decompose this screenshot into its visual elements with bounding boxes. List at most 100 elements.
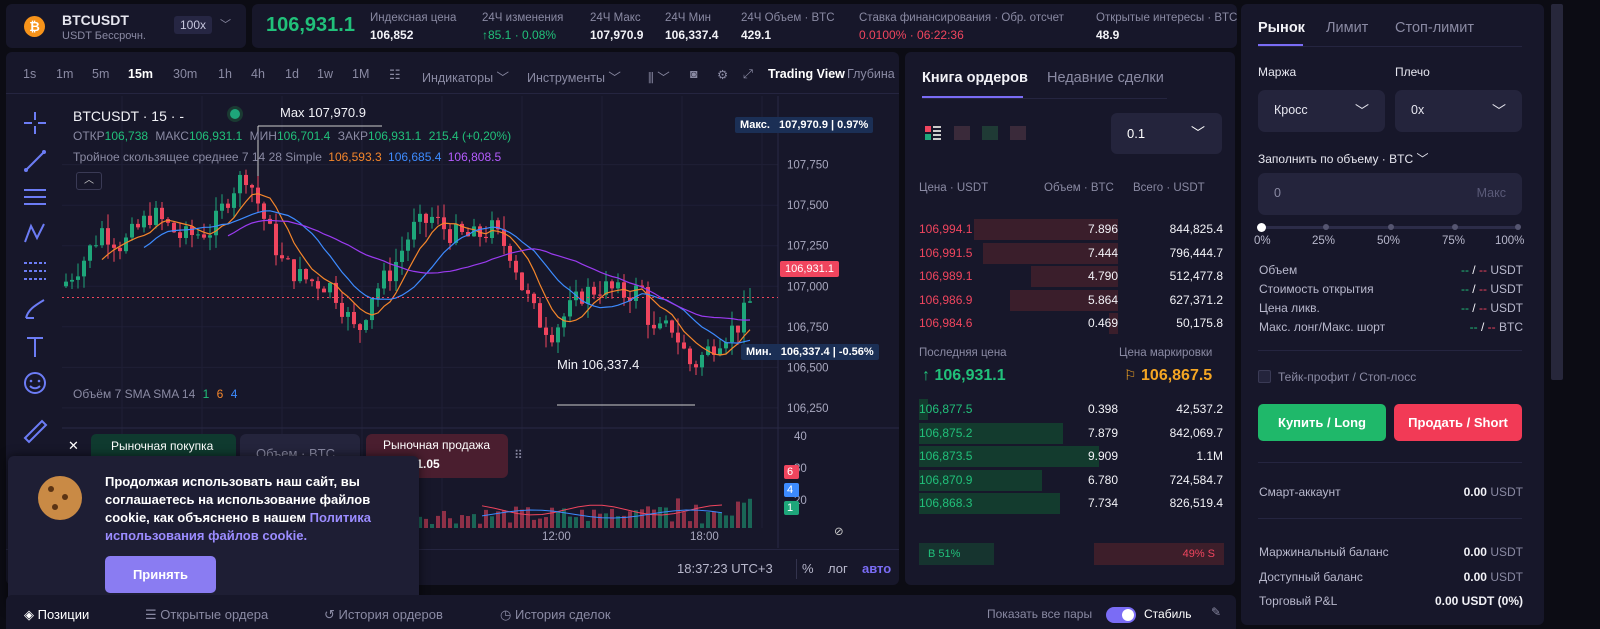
slider-thumb[interactable] xyxy=(1257,223,1266,232)
quantity-max[interactable]: Макс xyxy=(1476,186,1506,200)
market-buy-button[interactable]: Рыночная покупка xyxy=(91,434,236,458)
fullscreen-icon[interactable]: ⤢ xyxy=(743,67,754,81)
candle-body xyxy=(670,320,674,333)
buy-long-button[interactable]: Купить / Long xyxy=(1258,404,1386,441)
reset-zoom-icon[interactable]: ⊘ xyxy=(834,526,844,538)
fib-icon[interactable] xyxy=(22,258,48,284)
open-interest-value: 48.9 xyxy=(1096,28,1120,42)
timeframe-1s[interactable]: 1s xyxy=(23,67,37,81)
candle-body xyxy=(124,237,128,252)
candle-body xyxy=(70,279,74,282)
quantity-slider[interactable] xyxy=(1257,223,1521,232)
emoji-icon[interactable] xyxy=(22,370,48,396)
margin-select[interactable]: Кросс ﹀ xyxy=(1258,90,1385,132)
camera-icon[interactable]: ◙ xyxy=(690,67,698,81)
margin-label: Маржа xyxy=(1258,65,1297,79)
show-all-toggle[interactable] xyxy=(1106,607,1136,623)
scrollbar-thumb[interactable] xyxy=(1551,4,1563,380)
timeframe-30m[interactable]: 30m xyxy=(173,67,198,81)
horizontal-lines-icon[interactable] xyxy=(22,184,48,210)
tab-open-orders[interactable]: ☰ Открытые ордера xyxy=(145,607,268,623)
book-asks-icon[interactable] xyxy=(954,126,970,140)
tab-orderbook[interactable]: Книга ордеров xyxy=(922,70,1028,86)
bid-row[interactable]: 106,868.3 7.734 826,519.4 xyxy=(905,492,1235,515)
book-bids-icon[interactable] xyxy=(982,126,998,140)
chevron-down-icon[interactable]: ﹀ xyxy=(220,19,231,31)
pattern-icon[interactable] xyxy=(22,220,48,246)
ask-row[interactable]: 106,989.1 4.790 512,477.8 xyxy=(905,265,1235,288)
live-indicator-icon xyxy=(230,109,240,119)
bitcoin-icon: ₿ xyxy=(24,16,45,37)
tab-market[interactable]: Рынок xyxy=(1258,20,1305,36)
timeframe-5m[interactable]: 5m xyxy=(92,67,110,81)
tradingview-toggle[interactable]: Trading View xyxy=(768,67,845,81)
book-both-icon[interactable] xyxy=(925,126,941,140)
symbol-selector[interactable]: ₿ BTCUSDT USDT Бессрочн. 100x ﹀ xyxy=(6,4,246,48)
candle-body xyxy=(322,288,326,293)
candle-body xyxy=(130,223,134,238)
trendline-icon[interactable] xyxy=(22,148,48,174)
timeframe-1w[interactable]: 1w xyxy=(317,67,333,81)
ask-row[interactable]: 106,994.1 7.896 844,825.4 xyxy=(905,218,1235,241)
tab-limit[interactable]: Лимит xyxy=(1326,20,1369,36)
bid-row[interactable]: 106,870.9 6.780 724,584.7 xyxy=(905,469,1235,492)
accept-cookies-button[interactable]: Принять xyxy=(105,556,216,593)
candle-type-icon[interactable]: ⫼ ﹀ xyxy=(648,71,670,85)
book-mixed-icon[interactable] xyxy=(1010,126,1026,140)
collapse-legend-button[interactable]: ︿ xyxy=(76,172,102,190)
fill-by-volume-dropdown[interactable]: Заполнить по объему · BTC ﹀ xyxy=(1258,150,1428,167)
summary-unit: USDT xyxy=(1490,282,1523,296)
timeframe-1M[interactable]: 1M xyxy=(352,67,370,81)
candle-body xyxy=(646,287,650,325)
indicators-menu[interactable]: Индикаторы ﹀ xyxy=(422,71,510,85)
col-size: Объем · BTC xyxy=(1044,182,1114,194)
timeframe-1h[interactable]: 1h xyxy=(218,67,232,81)
candle-body xyxy=(208,235,212,238)
crosshair-icon[interactable] xyxy=(22,110,48,136)
tab-order-history[interactable]: ↺ История ордеров xyxy=(324,607,443,623)
log-toggle[interactable]: лог xyxy=(828,561,848,576)
edit-icon[interactable]: ✎ xyxy=(1211,605,1222,619)
instruments-menu[interactable]: Инструменты ﹀ xyxy=(527,71,621,85)
volume-bar xyxy=(700,523,704,528)
tab-positions[interactable]: ◈ Позиции xyxy=(24,607,89,623)
text-tool-icon[interactable] xyxy=(22,334,48,360)
timeframe-1m[interactable]: 1m xyxy=(56,67,74,81)
leverage-badge[interactable]: 100x xyxy=(174,16,213,34)
chart-settings-icon[interactable]: ☷ xyxy=(389,67,401,82)
close-icon[interactable]: ✕ xyxy=(68,438,79,453)
margin-value: Кросс xyxy=(1274,103,1308,117)
cookie-policy-link[interactable]: Политика использования файлов cookie. xyxy=(105,510,371,543)
percent-toggle[interactable]: % xyxy=(802,561,814,576)
ask-row[interactable]: 106,984.6 0.469 50,175.8 xyxy=(905,312,1235,335)
ask-row[interactable]: 106,986.9 5.864 627,371.2 xyxy=(905,289,1235,312)
order-total: 796,444.7 xyxy=(1169,245,1223,260)
timeframe-1d[interactable]: 1d xyxy=(285,67,299,81)
depth-toggle[interactable]: Глубина xyxy=(847,67,895,81)
tpsl-checkbox[interactable] xyxy=(1258,370,1271,383)
tab-recent-trades[interactable]: Недавние сделки xyxy=(1047,70,1164,86)
ma-row: Тройное скользящее среднее 7 14 28 Simpl… xyxy=(73,150,501,164)
brush-icon[interactable] xyxy=(22,296,48,322)
volume-bar xyxy=(694,504,698,528)
low-stat: 24Ч Мин 106,337.4 xyxy=(665,12,718,42)
bid-row[interactable]: 106,877.5 0.398 42,537.2 xyxy=(905,398,1235,421)
quantity-input[interactable]: 0 Макс xyxy=(1258,173,1522,215)
bid-row[interactable]: 106,873.5 9.909 1.1M xyxy=(905,445,1235,468)
sell-short-button[interactable]: Продать / Short xyxy=(1394,404,1522,441)
tab-trade-history[interactable]: ◷ История сделок xyxy=(500,607,611,623)
gear-icon[interactable]: ⚙ xyxy=(717,68,729,82)
tab-stop-limit[interactable]: Стоп-лимит xyxy=(1395,20,1474,36)
auto-toggle[interactable]: авто xyxy=(862,561,892,576)
timeframe-4h[interactable]: 4h xyxy=(251,67,265,81)
bid-row[interactable]: 106,875.2 7.879 842,069.7 xyxy=(905,422,1235,445)
price-axis-label: 106,500 xyxy=(787,362,829,374)
leverage-select[interactable]: 0x ﹀ xyxy=(1395,90,1522,132)
drag-handle-icon[interactable]: ⠿ xyxy=(514,448,523,462)
max-tag-label: Макс. xyxy=(740,119,770,131)
step-select[interactable]: 0.1 ﹀ xyxy=(1111,113,1222,154)
ask-row[interactable]: 106,991.5 7.444 796,444.7 xyxy=(905,242,1235,265)
timeframe-15m[interactable]: 15m xyxy=(128,67,154,81)
ruler-icon[interactable] xyxy=(22,418,48,444)
order-price: 106,873.5 xyxy=(919,449,973,463)
